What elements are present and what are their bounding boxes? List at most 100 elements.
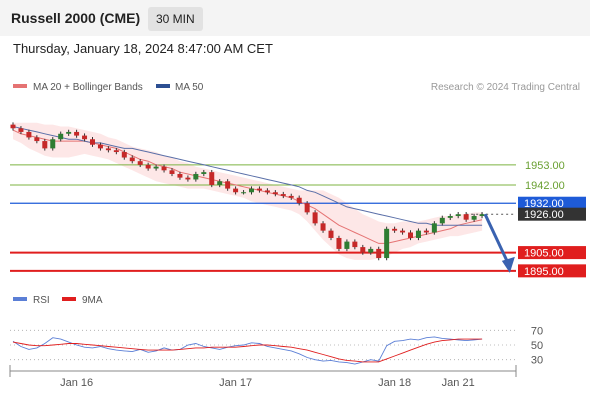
candle-body [129, 157, 135, 162]
rsi-legend-swatch [13, 297, 27, 301]
candle [296, 195, 302, 206]
x-tick-label-2: Jan 18 [378, 377, 411, 389]
candle-body [249, 188, 254, 193]
candle [408, 230, 413, 241]
last-price-tag [518, 207, 586, 221]
candle-body [10, 124, 16, 129]
candle-body [256, 188, 262, 191]
candle-body [376, 248, 382, 259]
candle [145, 162, 151, 171]
candle [415, 228, 421, 241]
candle-body [392, 228, 398, 231]
forecast-arrow-shaft [483, 213, 511, 266]
candle [74, 129, 80, 138]
candle-body [439, 217, 445, 224]
support-tag-4 [518, 246, 586, 260]
candle-body [185, 177, 191, 180]
candle-body [50, 139, 56, 149]
candle-body [400, 230, 406, 233]
candle-body [447, 216, 453, 218]
support-tag-5 [518, 264, 586, 278]
candle [97, 142, 103, 151]
rsi-tick-70: 70 [531, 325, 543, 337]
candle-body [272, 192, 278, 195]
forecast-arrow-head [501, 256, 515, 273]
candle [471, 213, 477, 222]
candle [161, 164, 167, 173]
candle-body [34, 137, 40, 142]
candle-body [105, 148, 111, 151]
candle-body [415, 230, 421, 238]
candle [90, 137, 95, 147]
chart-credit: Research © 2024 Trading Central [431, 82, 580, 93]
candlesticks [10, 122, 485, 261]
candle-body [66, 131, 72, 134]
candle [423, 228, 429, 235]
candle [256, 186, 262, 193]
candle [447, 213, 453, 221]
candle [10, 122, 16, 131]
candle [225, 179, 231, 191]
candle-body [161, 166, 167, 171]
candle [384, 226, 390, 261]
candle-body [153, 166, 159, 169]
candle [193, 171, 199, 182]
candle [479, 212, 485, 219]
candle-body [288, 195, 294, 198]
candle [50, 137, 56, 151]
candle-body [82, 135, 88, 140]
bollinger-legend-label: MA 20 + Bollinger Bands [33, 82, 143, 93]
candle [264, 188, 270, 195]
bollinger-band-area [13, 122, 483, 260]
x-tick-label-1: Jan 17 [219, 377, 252, 389]
candle [177, 171, 183, 180]
candle-body [296, 197, 302, 204]
candle [288, 193, 294, 200]
chart-header: Russell 2000 (CME) 30 MIN [0, 0, 590, 36]
candle-body [455, 214, 461, 217]
rsi-panel: 70 50 30 [10, 325, 543, 367]
ma9-legend-label: 9MA [82, 295, 103, 306]
ma50-line [12, 126, 483, 226]
candle-body [471, 216, 477, 220]
time-axis: Jan 16 Jan 17 Jan 18 Jan 21 [9, 365, 517, 389]
candle-body [169, 170, 175, 174]
rsi-legend-label: RSI [33, 295, 50, 306]
price-levels [10, 164, 516, 272]
resistance-label-0: 1953.00 [525, 160, 565, 172]
ma50-legend-swatch [156, 84, 170, 88]
pivot-tag [518, 196, 586, 210]
candle [233, 186, 239, 195]
candle [169, 168, 175, 177]
support-label-5: 1895.00 [524, 266, 564, 278]
candle [376, 246, 382, 261]
resistance-label-1: 1942.00 [525, 180, 565, 192]
candle-body [193, 173, 199, 180]
candle-body [90, 139, 95, 145]
rsi-tick-50: 50 [531, 340, 543, 352]
ma50-legend-label: MA 50 [175, 82, 204, 93]
candle [241, 190, 247, 195]
instrument-title: Russell 2000 (CME) [11, 10, 141, 26]
candle-body [360, 247, 366, 253]
candle [352, 239, 358, 250]
candle-body [463, 214, 469, 220]
candle [153, 164, 159, 171]
candle-body [42, 141, 48, 149]
candle [121, 149, 127, 160]
candle-body [113, 150, 119, 153]
interval-button[interactable]: 30 MIN [148, 7, 203, 31]
candle-body [26, 131, 32, 138]
candle-body [479, 214, 485, 217]
candle [431, 221, 437, 235]
candle-body [233, 188, 239, 193]
rsi-ma9-line [12, 338, 483, 363]
candle-body [320, 223, 326, 231]
candle-body [336, 237, 342, 249]
bollinger-bands [13, 122, 483, 260]
rsi-legend: RSI 9MA [13, 295, 103, 306]
candle [304, 201, 310, 215]
x-tick-label-0: Jan 16 [60, 377, 93, 389]
support-label-4: 1905.00 [524, 248, 564, 260]
